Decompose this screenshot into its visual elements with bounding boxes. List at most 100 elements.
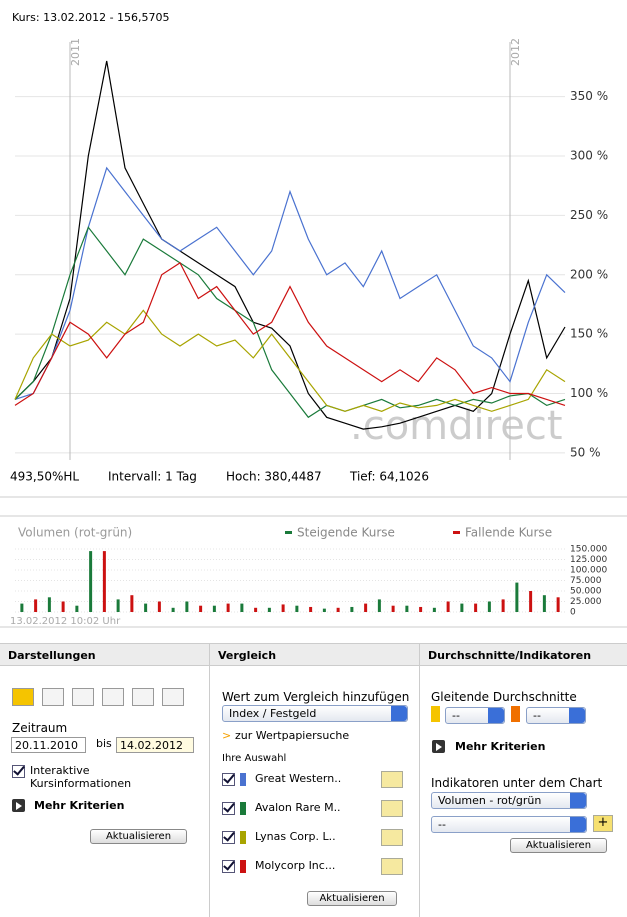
- price-line: [14, 166, 566, 400]
- volume-bar: [226, 603, 230, 612]
- selection-name: Avalon Rare M..: [255, 801, 341, 814]
- y-tick-label: 125.000: [570, 555, 607, 565]
- stat: 493,50%HL: [10, 470, 79, 484]
- select[interactable]: --: [445, 707, 505, 724]
- volume-bar: [254, 607, 258, 612]
- selection-name: Great Western..: [255, 772, 342, 785]
- button[interactable]: Aktualisieren: [307, 891, 397, 906]
- label: Indikatoren unter dem Chart: [431, 776, 603, 790]
- label: Interaktive Kursinformationen: [30, 764, 132, 790]
- volume-bar: [157, 601, 161, 612]
- legend-swatch: [453, 531, 460, 534]
- add-button[interactable]: +: [593, 815, 613, 832]
- price-line: [14, 226, 566, 419]
- color-swatch[interactable]: [431, 706, 440, 722]
- checkbox[interactable]: [222, 773, 235, 786]
- volume-bar: [61, 601, 65, 612]
- volume-bar: [130, 595, 134, 612]
- price-line: [14, 60, 566, 430]
- x-tick-label: 2012: [509, 38, 522, 66]
- color-swatch: [240, 860, 246, 873]
- volume-bar: [102, 551, 106, 612]
- tool-ohlc[interactable]: [102, 688, 124, 706]
- stat: Tief: 64,1026: [349, 470, 429, 484]
- volume-bar: [529, 591, 533, 612]
- link[interactable]: zur Wertpapiersuche: [235, 729, 350, 742]
- volume-bar: [556, 597, 560, 612]
- checkbox[interactable]: [222, 860, 235, 873]
- expand[interactable]: [432, 740, 445, 753]
- volume-bar: [405, 605, 409, 612]
- date-from[interactable]: 20.11.2010: [11, 737, 86, 753]
- volume-bar: [391, 605, 395, 612]
- volume-bar: [364, 603, 368, 612]
- delete-button[interactable]: [381, 800, 403, 817]
- y-tick-label: 100 %: [570, 386, 608, 400]
- volume-bar: [487, 601, 491, 612]
- volume-bar: [34, 599, 38, 612]
- volume-bar: [474, 603, 478, 612]
- volume-bar: [350, 606, 354, 612]
- selection-name: Molycorp Inc...: [255, 859, 336, 872]
- divider: [209, 666, 210, 917]
- select[interactable]: --: [526, 707, 586, 724]
- volume-bar: [212, 605, 216, 612]
- y-tick-label: 350 %: [570, 89, 608, 103]
- expand[interactable]: [12, 799, 25, 812]
- stat: Hoch: 380,4487: [226, 470, 322, 484]
- volume-bar: [336, 607, 340, 612]
- select[interactable]: --: [431, 816, 587, 833]
- volume-bar: [47, 597, 51, 612]
- volume-bar: [171, 607, 175, 612]
- divider: [419, 666, 420, 917]
- volume-bar: [185, 601, 189, 612]
- label: Wert zum Vergleich hinzufügen: [222, 690, 410, 704]
- delete-button[interactable]: [381, 829, 403, 846]
- y-tick-label: 0: [570, 608, 576, 618]
- tool-area[interactable]: [162, 688, 184, 706]
- delete-button[interactable]: [381, 858, 403, 875]
- y-tick-label: 150.000: [570, 545, 607, 555]
- panel-header: Darstellungen: [0, 643, 209, 666]
- tool-line[interactable]: [12, 688, 34, 706]
- volume-bar: [199, 605, 203, 612]
- legend-swatch: [285, 531, 292, 534]
- date-to[interactable]: 14.02.2012: [116, 737, 194, 753]
- x-tick-label: 2011: [69, 38, 82, 66]
- checkbox[interactable]: [12, 765, 25, 778]
- delete-button[interactable]: [381, 771, 403, 788]
- link[interactable]: Mehr Kriterien: [34, 799, 125, 812]
- button[interactable]: Aktualisieren: [510, 838, 607, 853]
- select[interactable]: Volumen - rot/grün: [431, 792, 587, 809]
- label: Gleitende Durchschnitte: [431, 690, 577, 704]
- chart-area: Kurs: 13.02.2012 - 156,5705 .comdirect V…: [0, 11, 627, 628]
- panel-header: Durchschnitte/Indikatoren: [419, 643, 627, 666]
- y-tick-label: 150 %: [570, 327, 608, 341]
- select[interactable]: Index / Festgeld: [222, 705, 408, 722]
- color-swatch[interactable]: [511, 706, 520, 722]
- link[interactable]: Mehr Kriterien: [455, 740, 546, 753]
- checkbox[interactable]: [222, 831, 235, 844]
- legend-label: Fallende Kurse: [465, 526, 552, 540]
- volume-bar: [116, 599, 120, 612]
- color-swatch: [240, 773, 246, 786]
- volume-bar: [446, 601, 450, 612]
- tool-line[interactable]: [42, 688, 64, 706]
- checkbox[interactable]: [222, 802, 235, 815]
- y-tick-label: 300 %: [570, 149, 608, 163]
- tool-ohlc[interactable]: [72, 688, 94, 706]
- volume-bar: [309, 606, 313, 612]
- button[interactable]: Aktualisieren: [90, 829, 187, 844]
- volume-bar: [240, 603, 244, 612]
- y-tick-label: 50.000: [570, 587, 602, 597]
- tool-candle[interactable]: [132, 688, 154, 706]
- y-tick-label: 50 %: [570, 445, 601, 459]
- selection-name: Lynas Corp. L..: [255, 830, 336, 843]
- y-tick-label: 25.000: [570, 597, 602, 607]
- volume-bar: [501, 599, 505, 612]
- color-swatch: [240, 802, 246, 815]
- y-tick-label: 100.000: [570, 566, 607, 576]
- label: Zeitraum: [12, 721, 68, 735]
- volume-bar: [542, 595, 546, 612]
